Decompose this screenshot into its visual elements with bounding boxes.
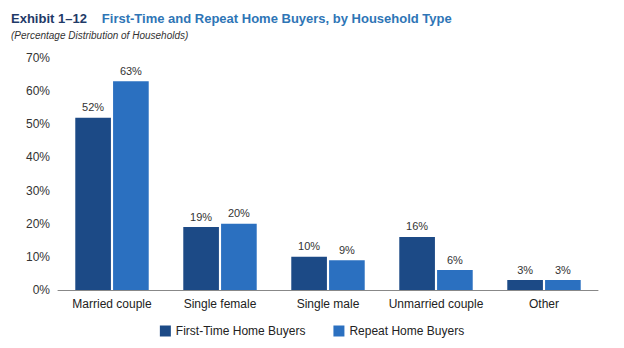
svg-text:52%: 52% [82, 101, 104, 113]
svg-text:(Percentage Distribution of Ho: (Percentage Distribution of Households) [11, 30, 188, 41]
svg-text:Repeat Home Buyers: Repeat Home Buyers [349, 324, 464, 338]
svg-text:First-Time Home Buyers: First-Time Home Buyers [176, 324, 306, 338]
svg-text:60%: 60% [26, 84, 50, 98]
svg-text:Other: Other [529, 297, 559, 311]
svg-text:20%: 20% [228, 207, 250, 219]
svg-text:10%: 10% [26, 250, 50, 264]
svg-text:9%: 9% [339, 244, 355, 256]
svg-text:50%: 50% [26, 117, 50, 131]
svg-text:19%: 19% [190, 211, 212, 223]
svg-text:Single female: Single female [184, 297, 257, 311]
svg-text:Unmarried couple: Unmarried couple [389, 297, 484, 311]
svg-text:6%: 6% [447, 254, 463, 266]
svg-text:16%: 16% [406, 220, 428, 232]
svg-text:Single male: Single male [297, 297, 360, 311]
svg-text:70%: 70% [26, 51, 50, 65]
svg-text:Exhibit 1–12: Exhibit 1–12 [11, 11, 87, 26]
svg-text:Married couple: Married couple [72, 297, 152, 311]
svg-text:3%: 3% [517, 264, 533, 276]
svg-text:40%: 40% [26, 150, 50, 164]
svg-text:0%: 0% [33, 283, 51, 297]
svg-text:10%: 10% [298, 240, 320, 252]
svg-text:63%: 63% [120, 65, 142, 77]
svg-text:20%: 20% [26, 217, 50, 231]
svg-text:30%: 30% [26, 184, 50, 198]
svg-text:First-Time and Repeat Home Buy: First-Time and Repeat Home Buyers, by Ho… [102, 11, 452, 26]
svg-text:3%: 3% [555, 264, 571, 276]
